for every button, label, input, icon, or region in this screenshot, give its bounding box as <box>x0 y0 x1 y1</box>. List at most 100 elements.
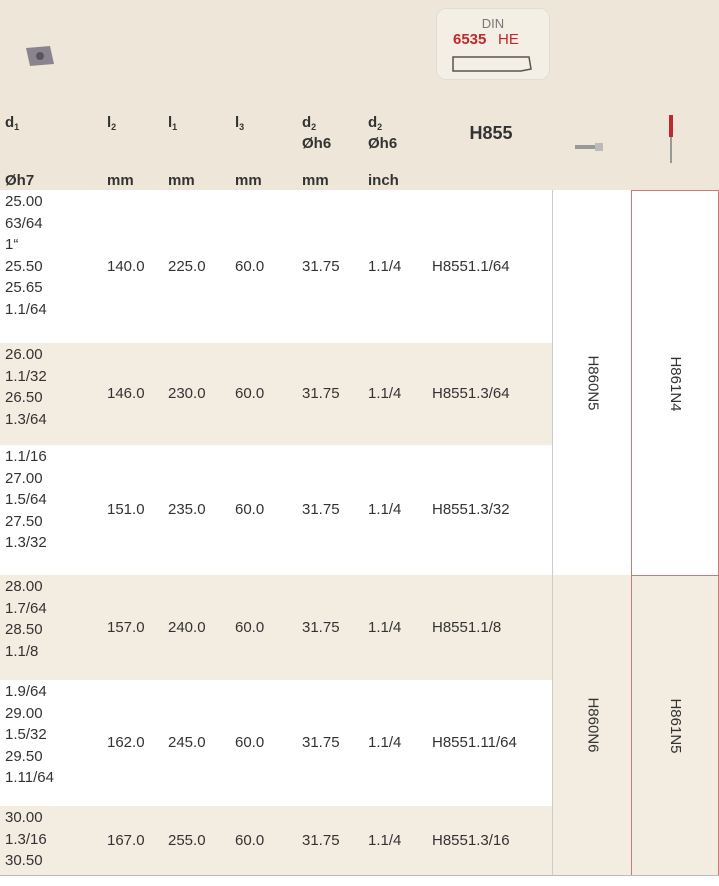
cell-d2-inch: 1.1/4 <box>368 385 402 402</box>
cell-l2: 140.0 <box>107 257 145 275</box>
cell-l3: 60.0 <box>235 501 265 518</box>
column-unit: Øh7 <box>5 172 35 189</box>
diameter: 1.5/32 <box>5 726 47 743</box>
diameter: 27.00 <box>5 469 43 487</box>
row-bg <box>0 445 552 576</box>
diameter: 30.50 <box>5 852 43 869</box>
tool-icon <box>26 46 54 66</box>
diameter: 25.00 <box>5 193 43 210</box>
subscript: 2 <box>111 122 117 132</box>
column-symbol: d1 <box>5 112 19 138</box>
cell-l2: 146.0 <box>107 385 145 402</box>
cell-l1: 240.0 <box>168 618 206 636</box>
diameter: 1.3/32 <box>5 534 47 551</box>
column-unit: mm <box>302 172 329 189</box>
cell-l3: 60.0 <box>235 385 265 402</box>
article-code: H8551.1/64 <box>432 257 510 275</box>
cell-l1: 235.0 <box>168 501 206 518</box>
diameter: 1.1/64 <box>5 300 47 318</box>
cell-l1: 255.0 <box>168 831 206 849</box>
diameter: 26.00 <box>5 346 43 363</box>
cell-l2: 151.0 <box>107 501 145 518</box>
column-tolerance: Øh6 <box>368 135 398 152</box>
column-unit: mm <box>235 172 262 189</box>
cell-d2-mm: 31.75 <box>302 831 340 849</box>
cell-l2: 157.0 <box>107 618 145 636</box>
holder-icon <box>575 143 603 151</box>
symbol: l <box>107 114 112 131</box>
symbol: l <box>168 114 173 131</box>
column-symbol: l1 <box>168 112 177 138</box>
holder-code: H860N6 <box>584 697 602 753</box>
cell-d2-mm: 31.75 <box>302 501 340 518</box>
symbol: d <box>368 114 378 131</box>
article-code: H8551.3/32 <box>432 501 510 518</box>
holder-cell: H860N5 <box>552 190 631 575</box>
driver-cell: H861N4 <box>631 190 719 575</box>
diameter: 25.50 <box>5 257 43 275</box>
diameter: 27.50 <box>5 512 43 530</box>
cell-l3: 60.0 <box>235 257 265 275</box>
diameter: 28.50 <box>5 621 43 638</box>
diameter: 1“ <box>5 236 19 253</box>
column-symbol: d2 <box>368 112 382 138</box>
diameter: 29.50 <box>5 747 43 765</box>
cell-d2-inch: 1.1/4 <box>368 501 402 518</box>
subscript: 2 <box>377 122 383 132</box>
column-unit: inch <box>368 172 399 189</box>
diameter: 30.00 <box>5 809 43 826</box>
driver-code: H861N4 <box>667 355 684 412</box>
logo-suffix: HE <box>498 31 519 48</box>
holder-cell: H860N6 <box>552 575 631 875</box>
cell-l1: 230.0 <box>168 385 206 402</box>
diameter: 1.1/32 <box>5 367 47 385</box>
logo-shape <box>452 56 532 72</box>
cell-l2: 167.0 <box>107 831 145 849</box>
diameter: 1.7/64 <box>5 599 47 617</box>
holder-code: H860N5 <box>584 354 602 411</box>
cell-l3: 60.0 <box>235 618 265 636</box>
column-unit: mm <box>107 172 134 189</box>
bottom-line <box>0 875 719 876</box>
cell-d2-mm: 31.75 <box>302 734 340 751</box>
cell-d2-inch: 1.1/4 <box>368 257 402 275</box>
subscript: 2 <box>311 122 317 132</box>
cell-d2-mm: 31.75 <box>302 257 340 275</box>
diameter: 25.65 <box>5 279 43 296</box>
driver-code: H861N5 <box>667 698 684 754</box>
cell-l1: 225.0 <box>168 257 206 275</box>
article-code: H8551.1/8 <box>432 618 502 636</box>
code-header: H855 <box>469 123 513 143</box>
cell-d2-inch: 1.1/4 <box>368 831 402 849</box>
symbol: l <box>235 114 240 131</box>
cell-d2-inch: 1.1/4 <box>368 734 402 751</box>
diameter: 1.3/64 <box>5 410 47 428</box>
driver-icon <box>669 115 673 163</box>
cell-l1: 245.0 <box>168 734 206 751</box>
driver-cell: H861N5 <box>631 575 719 875</box>
subscript: 3 <box>239 122 245 132</box>
diameter: 63/64 <box>5 214 43 232</box>
diameter: 1.1/16 <box>5 448 47 465</box>
diameter: 1.9/64 <box>5 683 47 700</box>
symbol: d <box>5 114 15 131</box>
cell-d2-mm: 31.75 <box>302 618 340 636</box>
diameter: 28.00 <box>5 578 43 595</box>
article-code: H8551.3/16 <box>432 831 510 849</box>
cell-d2-inch: 1.1/4 <box>368 618 402 636</box>
column-symbol: l3 <box>235 112 244 138</box>
subscript: 1 <box>14 122 20 132</box>
logo-number: 6535 <box>453 31 487 48</box>
cell-d2-mm: 31.75 <box>302 385 340 402</box>
column-unit: mm <box>168 172 195 189</box>
cell-l2: 162.0 <box>107 734 145 751</box>
diameter: 26.50 <box>5 389 43 406</box>
column-tolerance: Øh6 <box>302 135 332 152</box>
column-symbol: d2 <box>302 112 316 138</box>
cell-l3: 60.0 <box>235 734 265 751</box>
row-bg <box>0 806 552 876</box>
header-bg-right <box>552 0 719 190</box>
diameter: 1.11/64 <box>5 769 54 786</box>
symbol: d <box>302 114 312 131</box>
article-code: H8551.3/64 <box>432 385 510 402</box>
